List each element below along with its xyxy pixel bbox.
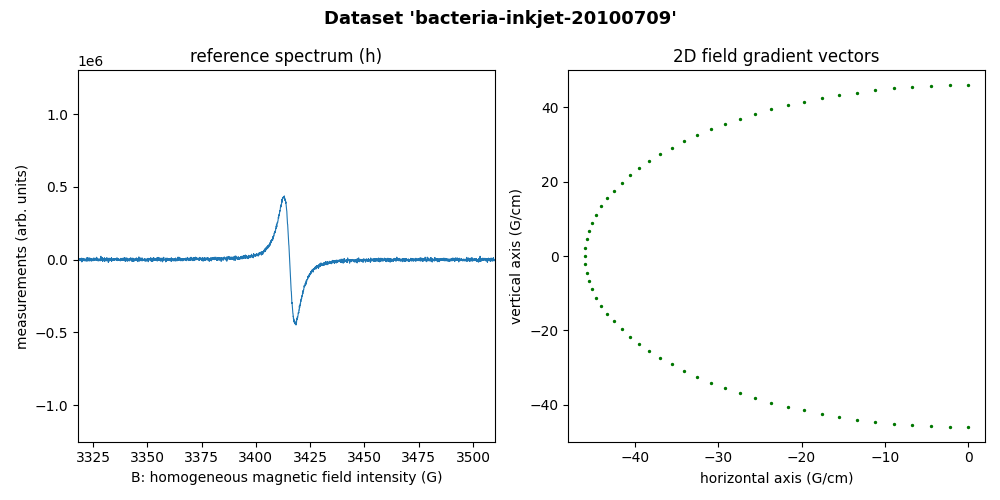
Point [652,150,668,158]
Point [886,420,902,428]
Point [867,86,883,94]
X-axis label: horizontal axis (G/cm): horizontal axis (G/cm) [700,471,853,485]
Point [579,269,595,277]
Point [763,106,779,114]
Point [622,172,638,179]
Point [581,227,597,235]
Point [588,210,604,218]
Point [584,218,600,226]
Title: 2D field gradient vectors: 2D field gradient vectors [673,48,880,66]
Point [763,398,779,406]
Point [780,102,796,110]
Point [732,389,748,397]
Y-axis label: measurements (arb. units): measurements (arb. units) [15,164,29,348]
Point [849,88,865,96]
Point [652,354,668,362]
Point [703,126,719,134]
Point [599,194,615,202]
Point [614,325,630,333]
Point [664,360,680,368]
Point [593,302,609,310]
Point [849,416,865,424]
Point [606,318,622,326]
Point [579,236,595,244]
Point [904,421,920,429]
Point [676,367,692,375]
Title: reference spectrum (h): reference spectrum (h) [190,48,382,66]
Text: Dataset 'bacteria-inkjet-20100709': Dataset 'bacteria-inkjet-20100709' [324,10,676,28]
Point [904,83,920,91]
Point [577,244,593,252]
Point [732,115,748,123]
Point [814,94,830,102]
Point [923,82,939,90]
Point [831,413,847,421]
Point [942,82,958,90]
Point [577,252,593,260]
Point [796,406,812,414]
Point [867,418,883,426]
Point [641,347,657,355]
Point [593,202,609,210]
Point [886,84,902,92]
Point [942,422,958,430]
Point [747,110,763,118]
Point [606,186,622,194]
Point [689,373,705,381]
Point [577,260,593,268]
Point [960,423,976,431]
Point [747,394,763,402]
Point [676,138,692,145]
Point [599,310,615,318]
Point [614,179,630,187]
Point [631,340,647,348]
Point [717,120,733,128]
Point [584,286,600,294]
Y-axis label: vertical axis (G/cm): vertical axis (G/cm) [510,188,524,324]
Point [780,402,796,410]
X-axis label: B: homogeneous magnetic field intensity (G): B: homogeneous magnetic field intensity … [131,471,442,485]
Point [588,294,604,302]
Point [581,277,597,285]
Point [960,81,976,89]
Point [703,378,719,386]
Point [689,131,705,139]
Point [814,410,830,418]
Point [796,98,812,106]
Point [664,144,680,152]
Point [923,422,939,430]
Point [831,91,847,99]
Point [622,332,638,340]
Point [641,157,657,165]
Point [631,164,647,172]
Point [717,384,733,392]
